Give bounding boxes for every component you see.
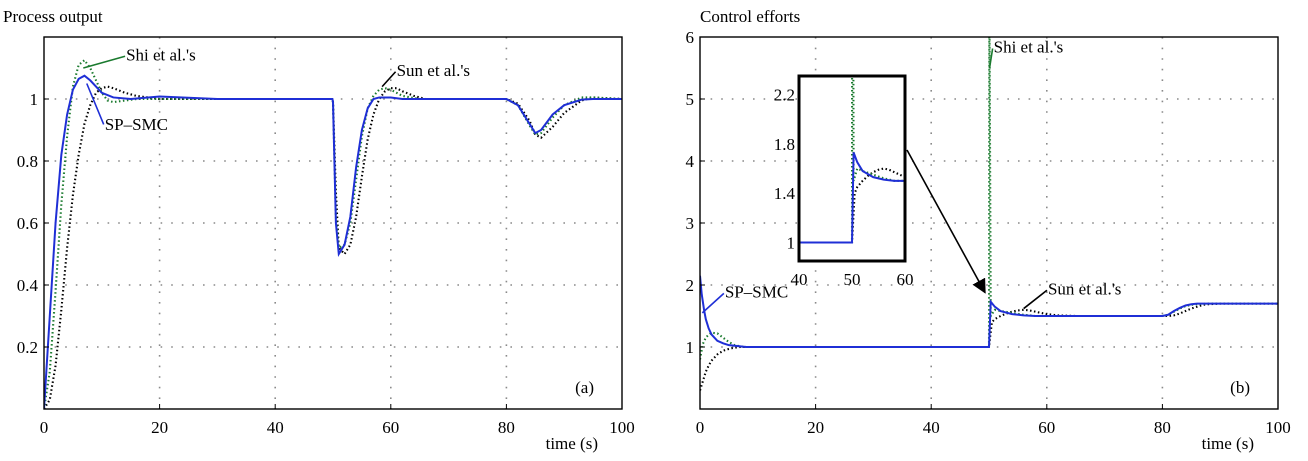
chart-title: Process output [3,7,103,26]
y-tick-label: 0.8 [17,152,38,171]
x-tick-label: 20 [807,418,824,437]
x-tick-label: 20 [151,418,168,437]
series-line-sun [44,85,622,409]
inset-x-tick-label: 40 [791,270,808,289]
x-axis-label: time (s) [546,434,598,453]
series-line-sp-smc [44,74,622,409]
annotation-leader [83,55,126,69]
inset-y-tick-label: 2.2 [774,86,795,105]
annotation-leader [701,292,725,314]
inset-y-tick-label: 1 [787,234,796,253]
series-line-sun [700,302,1278,391]
annotation-label: Shi et al.'s [126,45,196,64]
y-tick-label: 4 [686,152,695,171]
chart-title: Control efforts [700,7,800,26]
plot-frame [43,36,623,410]
series-line-shi [700,37,1278,360]
inset-zoom: 40 50 60 1 1.4 1.8 2.2 [774,74,986,294]
x-tick-label: 60 [382,418,399,437]
y-tick-label: 0.4 [17,276,39,295]
inset-y-tick-label: 1.4 [774,184,796,203]
y-tick-label: 5 [686,90,695,109]
y-tick-label: 1 [30,90,39,109]
x-tick-label: 80 [1154,418,1171,437]
inset-x-tick-label: 50 [844,270,861,289]
annotation-label: Sun et al.'s [397,61,470,80]
annotation-label: SP–SMC [725,282,788,301]
inset-series-line [799,152,905,244]
x-tick-label: 80 [498,418,515,437]
x-tick-label: 60 [1038,418,1055,437]
x-tick-label: 100 [1265,418,1291,437]
x-axis-label: time (s) [1202,434,1254,453]
panel-label: (a) [575,378,594,397]
annotation-label: Shi et al.'s [994,38,1064,57]
inset-arrow [906,149,986,294]
inset-x-tick-label: 60 [897,270,914,289]
series-line-sp-smc [700,275,1278,348]
y-tick-label: 2 [686,276,695,295]
annotation-leader [381,71,397,88]
y-tick-label: 0.2 [17,338,38,357]
x-tick-label: 100 [609,418,635,437]
x-tick-label: 40 [267,418,284,437]
x-tick-label: 0 [40,418,49,437]
y-tick-label: 0.6 [17,214,38,233]
annotation-label: Sun et al.'s [1048,279,1121,298]
annotation-leader [1023,289,1048,310]
panel-b: 0 20 40 60 80 100 1 2 3 4 5 6 Control efforts time (s… [686,7,1291,453]
panel-a: 0 20 40 60 80 100 0.2 0.4 0.6 0.8 1 Process output t… [3,7,635,453]
panel-label: (b) [1230,378,1250,397]
inset-y-tick-label: 1.8 [774,135,795,154]
y-tick-label: 1 [686,338,695,357]
y-tick-label: 3 [686,214,695,233]
y-tick-label: 6 [686,28,695,47]
x-tick-label: 40 [923,418,940,437]
annotation-leader [988,48,994,69]
annotation-leader [86,83,105,125]
annotation-label: SP–SMC [105,115,168,134]
inset-frame [797,74,907,263]
x-tick-label: 0 [696,418,705,437]
